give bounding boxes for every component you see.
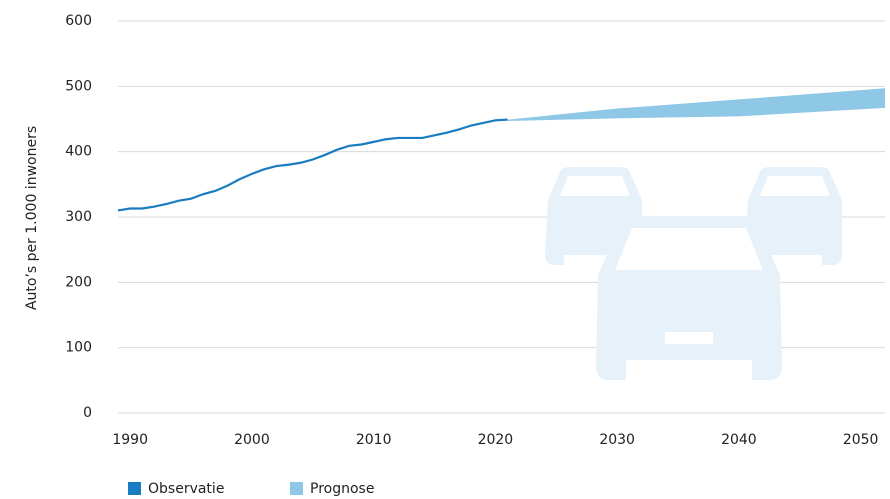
y-tick-label: 0 xyxy=(83,405,92,421)
x-tick-label: 2010 xyxy=(356,432,392,448)
y-tick-label: 100 xyxy=(65,340,92,356)
x-tick-label: 2000 xyxy=(234,432,270,448)
chart: Auto’s per 1.000 inwoners Observatie Pro… xyxy=(0,0,890,499)
x-tick-label: 2020 xyxy=(478,432,514,448)
legend-swatch xyxy=(290,482,303,495)
legend: Observatie Prognose xyxy=(128,481,374,497)
observation-line xyxy=(118,120,508,211)
forecast-band xyxy=(508,88,885,121)
y-axis-title: Auto’s per 1.000 inwoners xyxy=(24,126,40,310)
x-tick-label: 2040 xyxy=(721,432,757,448)
x-tick-label: 2030 xyxy=(599,432,635,448)
x-tick-label: 1990 xyxy=(112,432,148,448)
x-tick-label: 2050 xyxy=(843,432,879,448)
y-tick-label: 500 xyxy=(65,78,92,94)
y-tick-label: 600 xyxy=(65,13,92,29)
legend-label: Observatie xyxy=(148,481,224,497)
y-tick-label: 300 xyxy=(65,209,92,225)
legend-swatch xyxy=(128,482,141,495)
car-icon xyxy=(596,216,782,380)
y-tick-label: 200 xyxy=(65,274,92,290)
y-tick-label: 400 xyxy=(65,144,92,160)
legend-label: Prognose xyxy=(310,481,374,497)
